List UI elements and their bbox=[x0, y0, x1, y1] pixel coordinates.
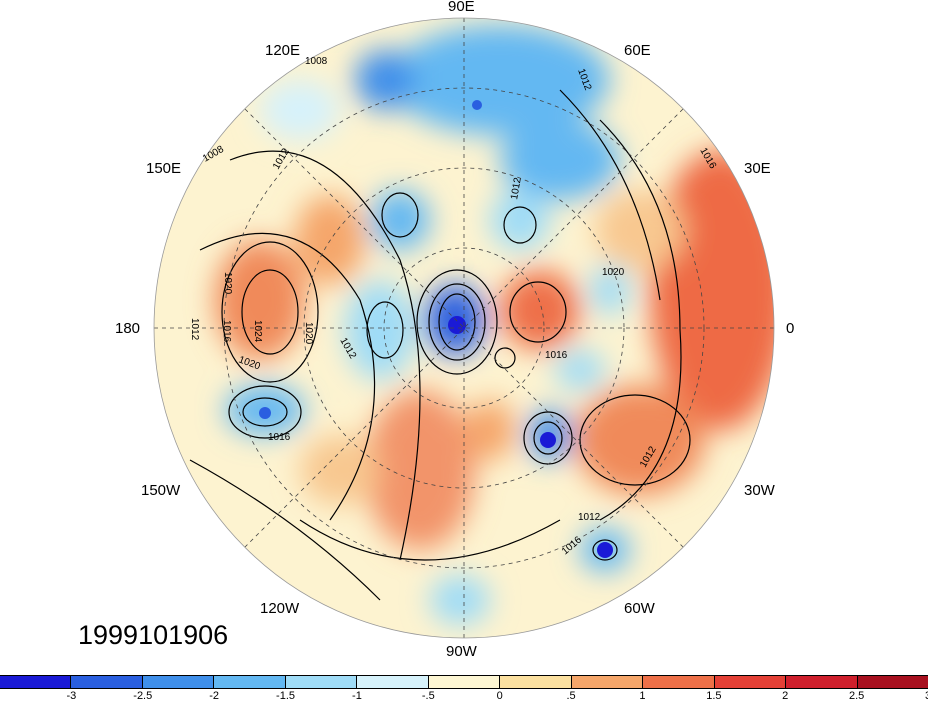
colorbar-cell bbox=[857, 676, 928, 688]
colorbar-tick-label: 2.5 bbox=[848, 690, 865, 702]
colorbar bbox=[0, 675, 928, 689]
longitude-label-60w: 60W bbox=[624, 600, 655, 617]
isobar-contours bbox=[189, 89, 691, 601]
date-label: 1999101906 bbox=[78, 620, 229, 650]
longitude-label-30e: 30E bbox=[744, 160, 771, 177]
colorbar-cell bbox=[643, 676, 715, 688]
contour-label: 1016 bbox=[221, 320, 232, 343]
colorbar-tick-label: .5 bbox=[566, 690, 576, 702]
longitude-label-30w: 30W bbox=[744, 482, 775, 499]
colorbar-cell bbox=[714, 676, 787, 688]
colorbar-cell bbox=[214, 676, 286, 688]
anomaly-field bbox=[154, 18, 774, 638]
longitude-label-120e: 120E bbox=[265, 42, 301, 59]
contour-label: 1012 bbox=[509, 176, 524, 200]
longitude-label-60e: 60E bbox=[624, 42, 651, 59]
contour-label: 1020 bbox=[602, 267, 625, 278]
graticule bbox=[154, 18, 774, 638]
contour-label: 1016 bbox=[545, 350, 568, 361]
polar-map: 1008 1012 1008 1012 1016 1020 1024 1016 … bbox=[153, 17, 775, 639]
contour-label: 1020 bbox=[222, 272, 233, 295]
colorbar-tick-label: -2 bbox=[209, 690, 220, 702]
colorbar-tick-label: -2.5 bbox=[133, 690, 153, 702]
colorbar-tick-label: 2 bbox=[782, 690, 789, 702]
colorbar-cell bbox=[786, 676, 858, 688]
longitude-label-90e: 90E bbox=[448, 0, 475, 15]
colorbar-cell bbox=[285, 676, 358, 688]
colorbar-tick-label: -3 bbox=[66, 690, 77, 702]
colorbar-cell bbox=[428, 676, 501, 688]
colorbar-tick-label: 1.5 bbox=[706, 690, 722, 702]
colorbar-tick-label: -1.5 bbox=[276, 690, 296, 702]
contour-label: 1024 bbox=[252, 320, 263, 343]
colorbar-cell bbox=[0, 676, 72, 688]
colorbar-tick-label: 0 bbox=[496, 690, 503, 702]
colorbar-cell bbox=[500, 676, 572, 688]
colorbar-tick-label: -.5 bbox=[421, 690, 435, 702]
colorbar-tick-label: 3 bbox=[925, 690, 928, 702]
contour-label: 1008 bbox=[305, 56, 328, 67]
colorbar-cell bbox=[142, 676, 215, 688]
contour-label: 1020 bbox=[303, 322, 314, 345]
longitude-label-180: 180 bbox=[115, 320, 141, 337]
colorbar-tick-label: 1 bbox=[639, 690, 646, 702]
contour-label: 1012 bbox=[578, 512, 601, 523]
longitude-label-120w: 120W bbox=[260, 600, 300, 617]
longitude-label-150e: 150E bbox=[146, 160, 182, 177]
map-boundary bbox=[153, 17, 775, 639]
colorbar-cell bbox=[571, 676, 644, 688]
longitude-label-90w: 90W bbox=[446, 643, 477, 660]
contour-label: 1016 bbox=[268, 432, 291, 443]
longitude-label-150w: 150W bbox=[141, 482, 181, 499]
colorbar-cell bbox=[71, 676, 143, 688]
contour-label: 1012 bbox=[189, 318, 200, 341]
colorbar-cell bbox=[357, 676, 429, 688]
longitude-label-0: 0 bbox=[786, 320, 795, 337]
colorbar-tick-label: -1 bbox=[352, 690, 362, 702]
